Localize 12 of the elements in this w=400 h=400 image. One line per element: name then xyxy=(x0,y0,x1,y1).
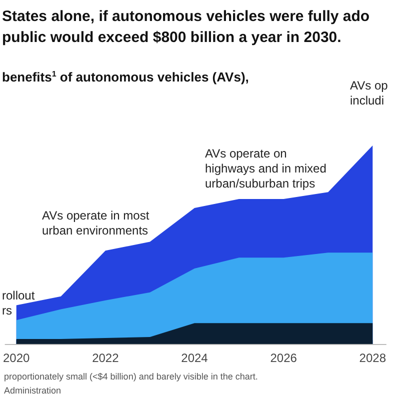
x-tick-label: 2024 xyxy=(181,351,208,365)
text: Administration xyxy=(4,386,62,396)
x-tick-label: 2022 xyxy=(92,351,120,365)
x-tick-label: 2020 xyxy=(2,351,30,365)
x-tick-label: 2026 xyxy=(270,351,298,365)
chart-title: States alone, if autonomous vehicles were fully ado public would exceed $800 billion a year in 2030. xyxy=(2,8,370,46)
annotation: AVs operate on highways and in mixed urban/suburban trips xyxy=(205,146,326,190)
annotation: AVs operate in most urban environments xyxy=(42,208,150,238)
annotation: rollout rs xyxy=(2,288,36,318)
text: proportionately small (<$4 billion) and barely visible in the chart. xyxy=(4,372,258,382)
x-tick-label: 2028 xyxy=(359,351,386,365)
text: AVs op includi xyxy=(350,78,388,108)
